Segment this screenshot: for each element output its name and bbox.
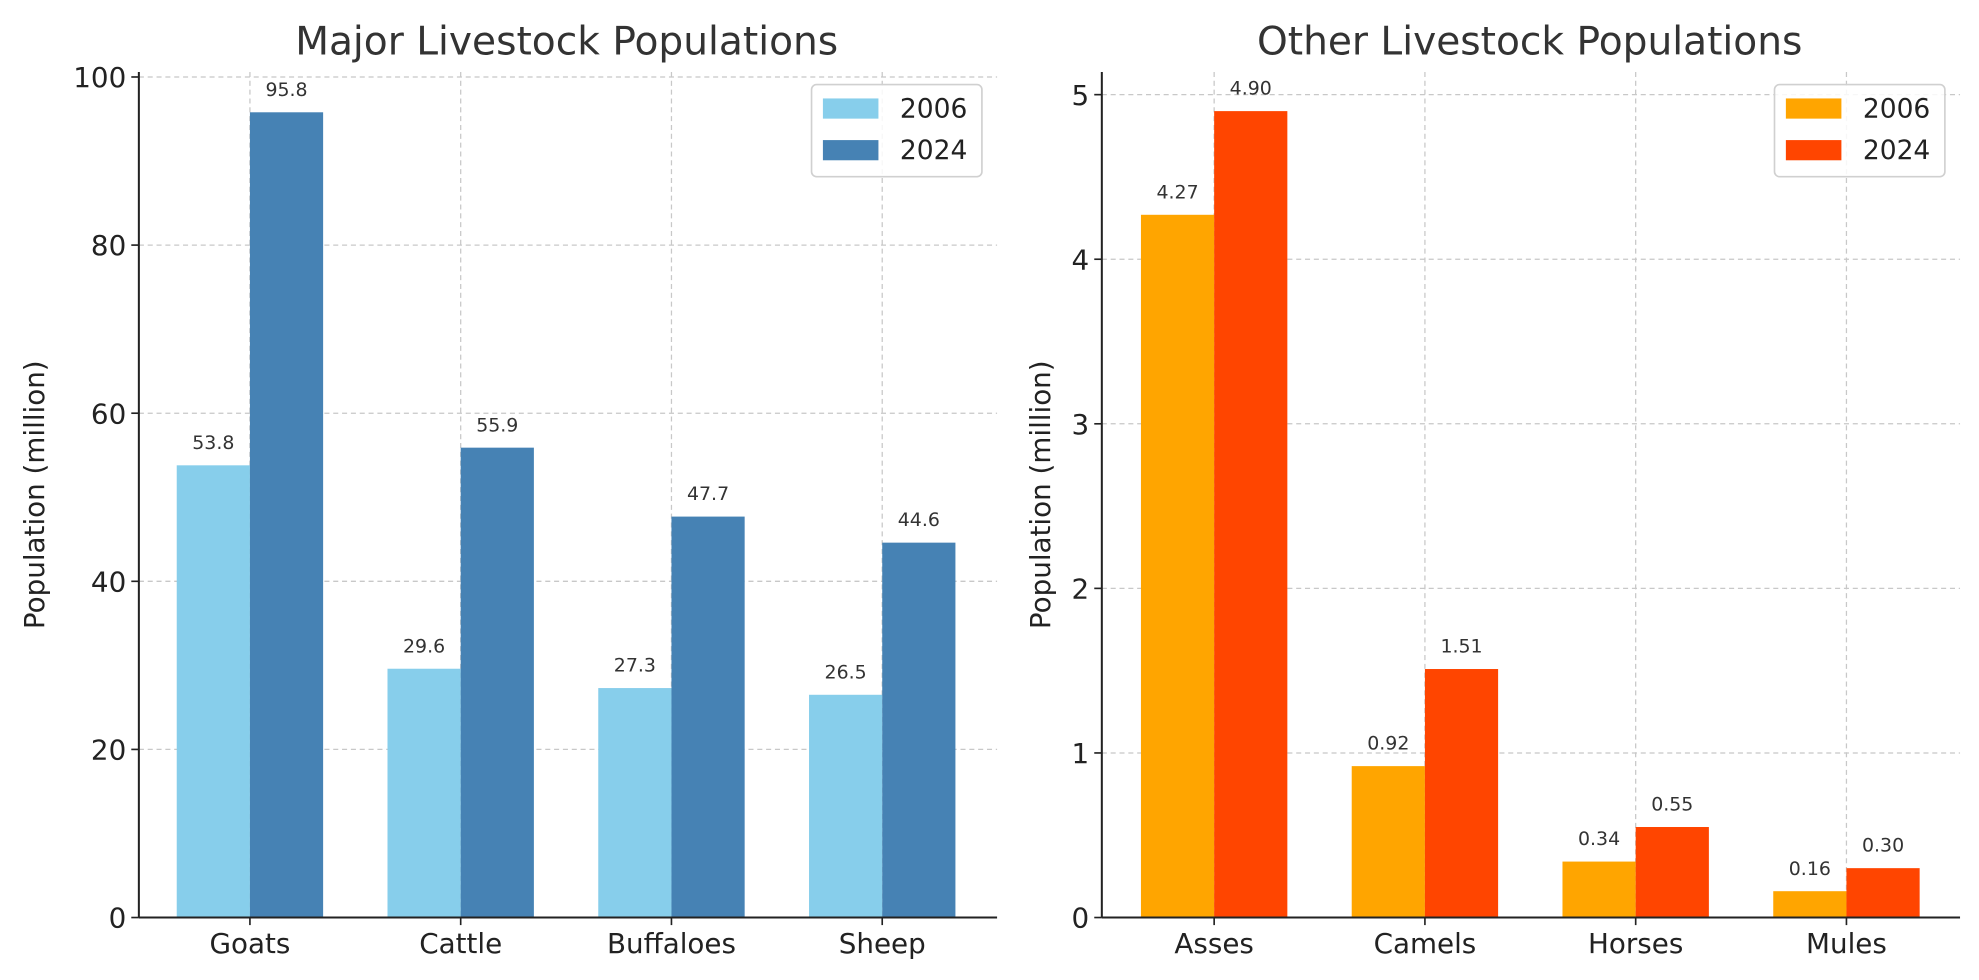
legend-swatch-2024 xyxy=(1785,140,1842,161)
legend-swatch-2024 xyxy=(822,140,879,161)
y-tick-label: 4 xyxy=(1072,243,1090,276)
bar-2006-sheep xyxy=(809,694,883,918)
data-label: 0.34 xyxy=(1578,828,1620,850)
legend-label: 2024 xyxy=(900,135,967,166)
chart-panel-0: 0 20 40 60 80 100 53.8 29.6 27.3 26.5 95.8 55.9 47.7… xyxy=(18,19,998,960)
chart-panel-1: 0 1 2 3 4 5 4.27 0.92 0.34 0.16 4.90 1.51 0.55 0.30 As… xyxy=(1024,19,1961,960)
data-label: 0.16 xyxy=(1789,858,1831,880)
legend-label: 2006 xyxy=(1863,93,1930,124)
x-tick-label: Mules xyxy=(1806,927,1887,960)
y-tick-label: 80 xyxy=(91,229,126,262)
y-tick-label: 1 xyxy=(1072,737,1090,770)
data-label: 0.30 xyxy=(1862,835,1904,857)
bar-2024-horses xyxy=(1635,827,1709,918)
y-tick-label: 3 xyxy=(1072,408,1090,441)
y-tick-label: 2 xyxy=(1072,572,1090,605)
data-label: 4.27 xyxy=(1156,181,1198,203)
legend: 2006 2024 xyxy=(810,83,983,178)
bar-2024-asses xyxy=(1214,111,1288,918)
bar-2024-sheep xyxy=(882,542,956,918)
bar-2006-goats xyxy=(176,465,250,918)
data-label: 55.9 xyxy=(476,414,518,436)
x-tick-label: Asses xyxy=(1174,927,1253,960)
data-label: 44.6 xyxy=(898,509,940,531)
bar-2006-buffaloes xyxy=(598,688,672,918)
bar-2006-cattle xyxy=(387,668,461,918)
data-label: 53.8 xyxy=(192,432,234,454)
legend-label: 2006 xyxy=(900,93,967,124)
bar-2006-mules xyxy=(1773,891,1847,918)
bar-2024-mules xyxy=(1846,868,1920,918)
x-tick-label: Cattle xyxy=(419,927,502,960)
y-tick-label: 100 xyxy=(73,61,126,94)
y-tick-label: 0 xyxy=(109,902,127,935)
x-tick-label: Sheep xyxy=(839,927,926,960)
y-axis-label: Population (million) xyxy=(1024,360,1057,629)
data-label: 0.55 xyxy=(1651,794,1693,816)
y-tick-label: 20 xyxy=(91,734,126,767)
data-label: 47.7 xyxy=(687,483,729,505)
x-tick-label: Camels xyxy=(1374,927,1477,960)
y-tick-label: 40 xyxy=(91,565,126,598)
x-tick-label: Horses xyxy=(1588,927,1683,960)
bar-2024-buffaloes xyxy=(671,516,745,918)
legend-swatch-2006 xyxy=(1785,98,1842,119)
data-label: 29.6 xyxy=(403,635,445,657)
legend-label: 2024 xyxy=(1863,135,1930,166)
data-label: 27.3 xyxy=(614,655,656,677)
bar-2006-asses xyxy=(1140,214,1215,918)
x-tick-label: Goats xyxy=(210,927,291,960)
data-label: 95.8 xyxy=(265,79,307,101)
chart-title: Other Livestock Populations xyxy=(1257,19,1802,64)
y-tick-label: 5 xyxy=(1072,79,1090,112)
data-label: 4.90 xyxy=(1230,78,1272,100)
legend: 2006 2024 xyxy=(1773,83,1946,178)
data-label: 0.92 xyxy=(1367,733,1409,755)
legend-swatch-2006 xyxy=(822,98,879,119)
y-tick-label: 60 xyxy=(91,397,126,430)
data-label: 1.51 xyxy=(1440,636,1482,658)
bar-2006-camels xyxy=(1351,766,1425,918)
bar-2024-goats xyxy=(249,112,324,918)
chart-title: Major Livestock Populations xyxy=(295,19,838,64)
y-tick-label: 0 xyxy=(1072,902,1090,935)
x-tick-label: Buffaloes xyxy=(607,927,736,960)
bar-2006-horses xyxy=(1562,861,1636,918)
y-axis-label: Population (million) xyxy=(18,360,51,629)
data-label: 26.5 xyxy=(825,661,867,683)
bar-2024-camels xyxy=(1424,669,1499,918)
bar-2024-cattle xyxy=(460,447,534,918)
